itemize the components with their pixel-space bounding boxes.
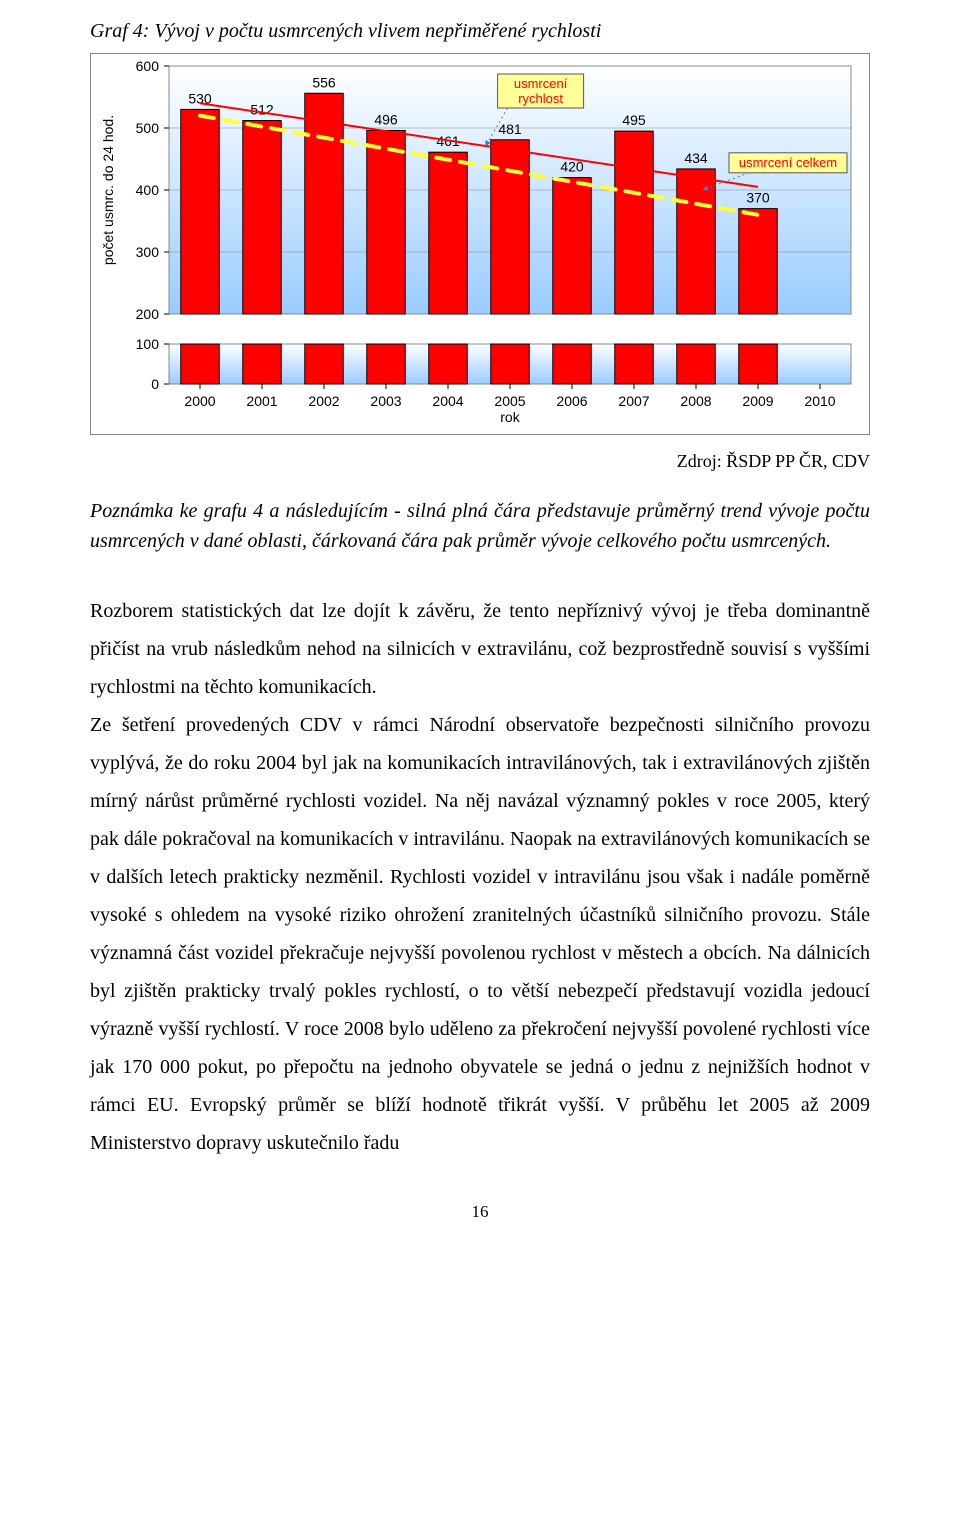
chart-title: Graf 4: Vývoj v počtu usmrcených vlivem … <box>90 20 870 43</box>
paragraph-1: Rozborem statistických dat lze dojít k z… <box>90 592 870 706</box>
body-text: Rozborem statistických dat lze dojít k z… <box>90 592 870 1162</box>
svg-text:2009: 2009 <box>742 393 773 409</box>
svg-text:481: 481 <box>498 121 522 137</box>
svg-text:100: 100 <box>136 336 160 352</box>
paragraph-2: Ze šetření provedených CDV v rámci Národ… <box>90 706 870 1162</box>
page-number: 16 <box>90 1202 870 1222</box>
svg-text:2005: 2005 <box>494 393 525 409</box>
svg-text:300: 300 <box>136 244 160 260</box>
svg-text:2002: 2002 <box>308 393 339 409</box>
svg-text:496: 496 <box>374 111 398 127</box>
bar-chart: 200 300 400 500 600 100 0 počet usmrc. do 24 ho… <box>91 54 869 434</box>
svg-text:rok: rok <box>500 409 520 425</box>
chart-note: Poznámka ke grafu 4 a následujícím - sil… <box>90 496 870 556</box>
svg-text:2003: 2003 <box>370 393 401 409</box>
svg-text:rychlost: rychlost <box>518 91 563 106</box>
svg-text:370: 370 <box>746 190 770 206</box>
svg-text:2000: 2000 <box>184 393 215 409</box>
svg-text:500: 500 <box>136 120 160 136</box>
svg-text:434: 434 <box>684 150 708 166</box>
svg-text:600: 600 <box>136 58 160 74</box>
svg-text:usmrcení: usmrcení <box>514 76 568 91</box>
svg-text:2001: 2001 <box>246 393 277 409</box>
chart-container: 200 300 400 500 600 100 0 počet usmrc. do 24 ho… <box>90 53 870 435</box>
svg-text:2006: 2006 <box>556 393 587 409</box>
svg-text:512: 512 <box>250 102 274 118</box>
svg-text:200: 200 <box>136 306 160 322</box>
svg-text:počet usmrc. do 24 hod.: počet usmrc. do 24 hod. <box>100 115 116 265</box>
svg-text:usmrcení celkem: usmrcení celkem <box>739 155 837 170</box>
svg-text:400: 400 <box>136 182 160 198</box>
svg-text:495: 495 <box>622 112 646 128</box>
svg-text:0: 0 <box>151 376 159 392</box>
svg-text:2008: 2008 <box>680 393 711 409</box>
svg-text:2010: 2010 <box>804 393 835 409</box>
source-text: Zdroj: ŘSDP PP ČR, CDV <box>90 451 870 472</box>
svg-text:2007: 2007 <box>618 393 649 409</box>
svg-text:2004: 2004 <box>432 393 463 409</box>
svg-text:556: 556 <box>312 74 336 90</box>
